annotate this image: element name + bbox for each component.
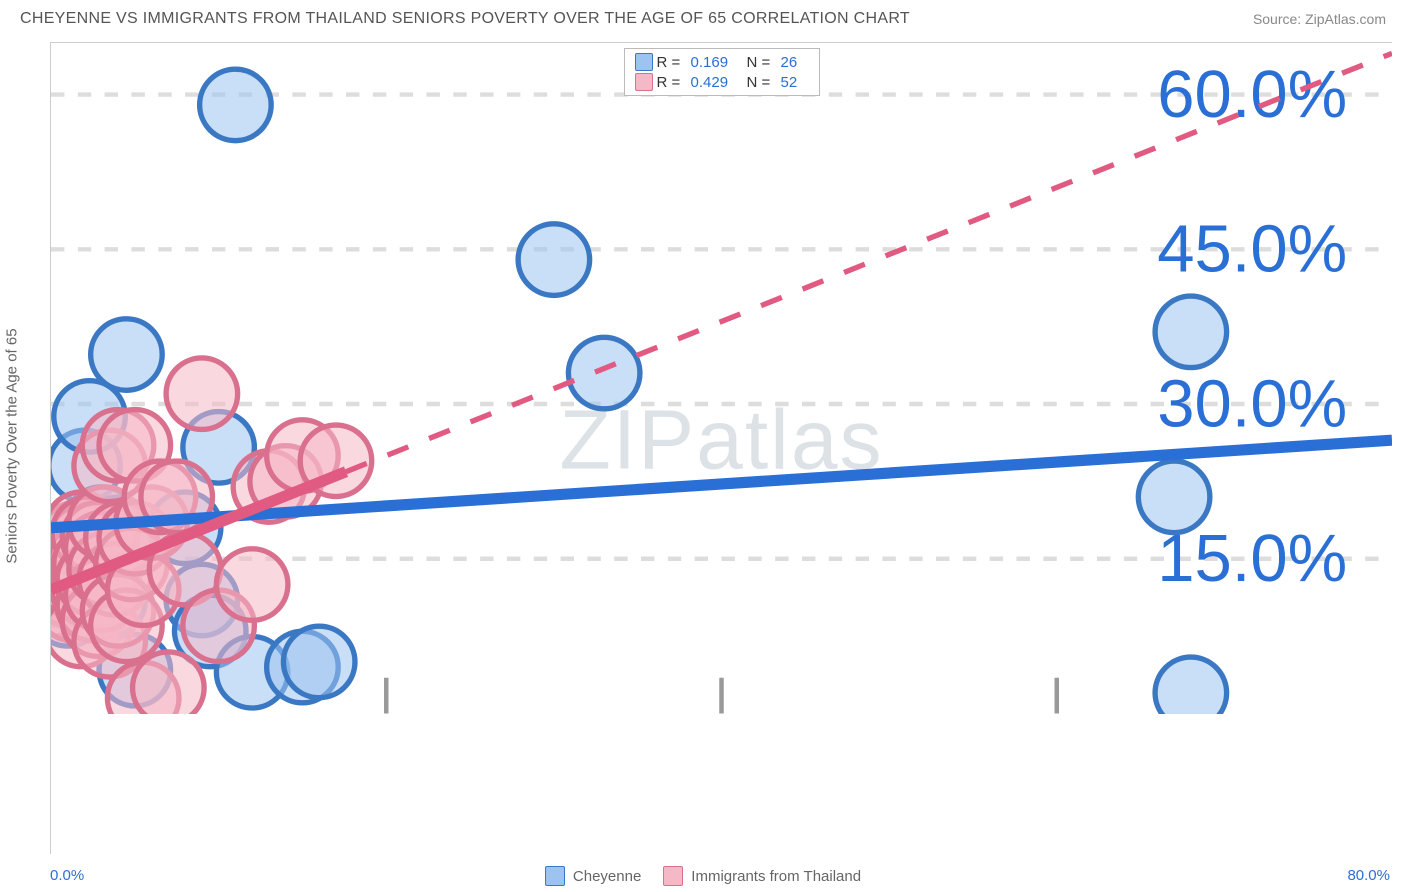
legend-swatch <box>635 53 653 71</box>
chart-title: CHEYENNE VS IMMIGRANTS FROM THAILAND SEN… <box>20 10 910 28</box>
y-axis-label: Seniors Poverty Over the Age of 65 <box>4 296 21 596</box>
legend-label: Cheyenne <box>573 868 641 885</box>
legend-swatch <box>663 866 683 886</box>
legend-item: Cheyenne <box>545 866 641 886</box>
legend-label: Immigrants from Thailand <box>691 868 861 885</box>
svg-text:45.0%: 45.0% <box>1157 212 1347 287</box>
svg-text:60.0%: 60.0% <box>1157 57 1347 132</box>
legend: Cheyenne Immigrants from Thailand <box>0 866 1406 886</box>
legend-swatch <box>635 73 653 91</box>
source-label: Source: ZipAtlas.com <box>1253 11 1386 27</box>
scatter-chart: 15.0%30.0%45.0%60.0% <box>51 43 1392 714</box>
svg-text:30.0%: 30.0% <box>1157 366 1347 441</box>
correlation-stats-box: R =0.169N =26R =0.429N =52 <box>624 48 820 96</box>
plot-area: 15.0%30.0%45.0%60.0% ZIPatlas R =0.169N … <box>50 42 1392 854</box>
legend-item: Immigrants from Thailand <box>663 866 861 886</box>
legend-swatch <box>545 866 565 886</box>
